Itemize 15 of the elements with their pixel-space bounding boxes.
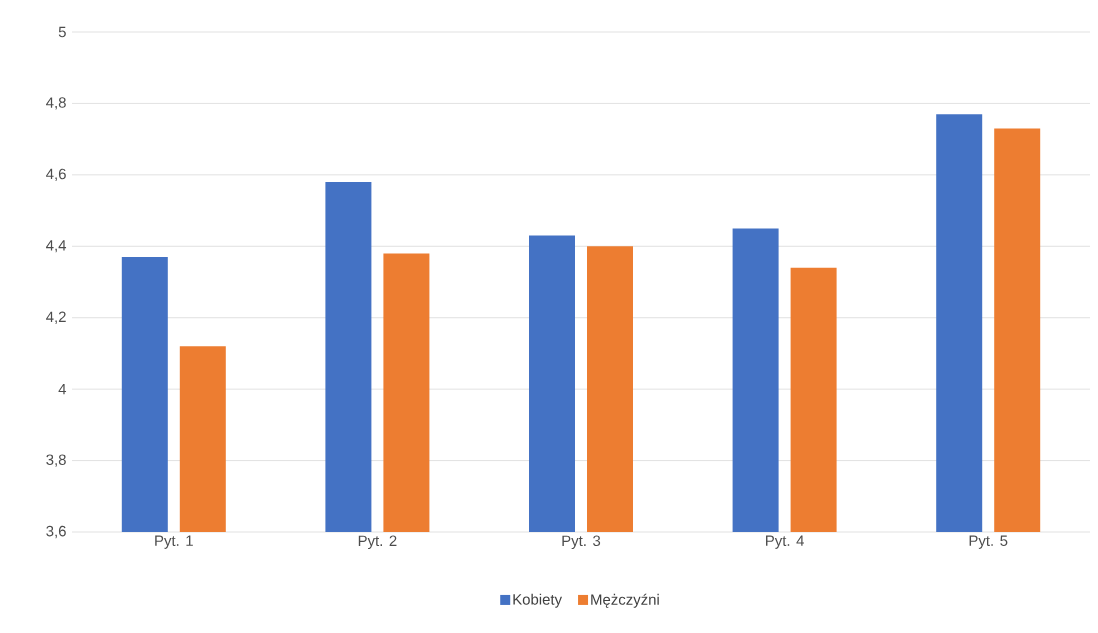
x-tick-label: Pyt. 4: [766, 535, 804, 549]
y-tick-label: 4,8: [46, 97, 66, 110]
x-tick-label: Pyt. 3: [562, 535, 601, 550]
y-tick-label: 4,4: [46, 240, 67, 253]
y-tick-label: 3,6: [46, 525, 66, 539]
x-tick-label: Pyt. 5: [969, 535, 1008, 549]
y-tick-label: 4: [58, 384, 67, 395]
x-tick-label: Pyt. 1: [155, 535, 193, 549]
legend-label: Mężczyźni: [591, 593, 659, 608]
y-tick-label: 4,6: [46, 168, 66, 182]
y-tick-label: 5: [58, 26, 66, 38]
legend-label: Kobiety: [513, 593, 563, 608]
x-tick-label: Pyt. 2: [358, 535, 397, 550]
y-tick-label: 4,2: [46, 311, 66, 324]
y-tick-label: 3,8: [46, 454, 66, 467]
